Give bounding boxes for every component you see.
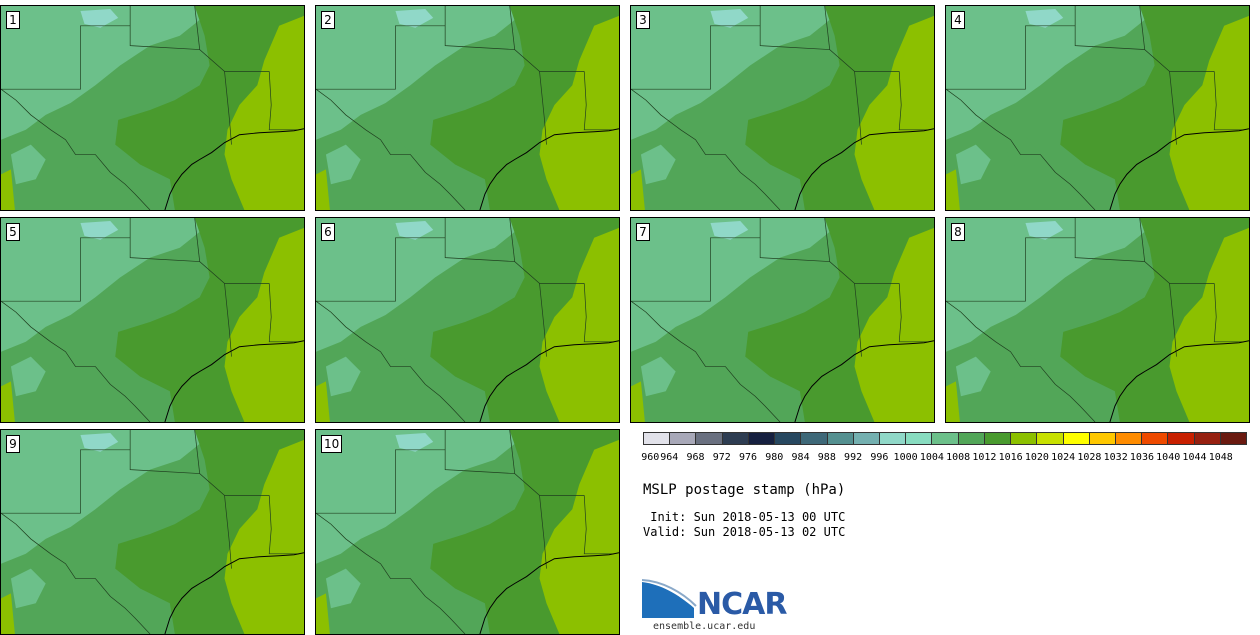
ncar-logo-icon: [642, 579, 697, 618]
legend-swatch: [644, 433, 671, 444]
member-label: 9: [6, 435, 20, 453]
legend-tick-label: 1020: [1024, 452, 1049, 463]
legend-tick-label: 976: [739, 452, 758, 463]
legend-swatch: [1115, 433, 1143, 444]
member-label: 4: [951, 11, 965, 29]
legend-swatch: [1011, 433, 1038, 444]
plot-title: MSLP postage stamp (hPa): [643, 482, 846, 498]
legend-tick-label: 980: [765, 452, 784, 463]
legend-tick-label: 984: [791, 452, 810, 463]
valid-time: Valid: Sun 2018-05-13 02 UTC: [643, 525, 846, 539]
legend-tick-label: 992: [844, 452, 863, 463]
ensemble-member-map-6: 6: [315, 217, 620, 423]
legend-tick-label: 1024: [1051, 452, 1076, 463]
legend-swatch: [748, 433, 776, 444]
legend-tick-label: 1028: [1077, 452, 1102, 463]
legend-tick-label: 1044: [1182, 452, 1207, 463]
member-label: 6: [321, 223, 335, 241]
legend-tick-label: 960: [641, 452, 660, 463]
ensemble-member-map-10: 10: [315, 429, 620, 635]
legend-tick-label: 1004: [919, 452, 944, 463]
legend-tick-label: 1000: [893, 452, 918, 463]
member-label: 10: [321, 435, 343, 453]
logo-url: ensemble.ucar.edu: [653, 621, 756, 632]
legend-tick-label: 1008: [946, 452, 971, 463]
legend-tick-label: 1012: [972, 452, 997, 463]
legend-swatch: [1037, 433, 1064, 444]
ensemble-member-map-7: 7: [630, 217, 935, 423]
legend-swatch: [932, 433, 959, 444]
member-label: 8: [951, 223, 965, 241]
ensemble-member-map-1: 1: [0, 5, 305, 211]
ncar-logo-text: NCAR: [697, 587, 787, 622]
legend-tick-label: 996: [870, 452, 889, 463]
legend-swatch: [696, 433, 723, 444]
legend-swatch: [1142, 433, 1169, 444]
legend-swatch: [879, 433, 907, 444]
ensemble-member-map-9: 9: [0, 429, 305, 635]
legend-swatch: [958, 433, 985, 444]
legend-swatch: [775, 433, 802, 444]
legend-swatch: [1220, 433, 1247, 444]
legend-swatch: [906, 433, 933, 444]
legend-tick-label: 1040: [1156, 452, 1181, 463]
member-label: 1: [6, 11, 20, 29]
legend-swatch: [1194, 433, 1221, 444]
legend-tick-label: 972: [712, 452, 731, 463]
legend-swatch: [984, 433, 1012, 444]
ensemble-member-map-4: 4: [945, 5, 1250, 211]
legend-swatch: [801, 433, 828, 444]
legend-tick-label: 964: [660, 452, 679, 463]
color-legend-bar: [643, 432, 1247, 445]
ensemble-member-map-2: 2: [315, 5, 620, 211]
legend-tick-label: 1016: [998, 452, 1023, 463]
legend-swatch: [853, 433, 880, 444]
legend-swatch: [670, 433, 697, 444]
legend-tick-label: 988: [817, 452, 836, 463]
legend-tick-label: 1048: [1208, 452, 1233, 463]
ensemble-member-map-5: 5: [0, 217, 305, 423]
legend-swatch: [827, 433, 854, 444]
legend-tick-label: 1032: [1103, 452, 1128, 463]
init-time: Init: Sun 2018-05-13 00 UTC: [643, 510, 846, 524]
color-legend-ticks: 960 964 968 972 976 980 984 988 992 996 1000 1004 10…: [641, 452, 1247, 466]
member-label: 3: [636, 11, 650, 29]
member-label: 7: [636, 223, 650, 241]
ensemble-member-map-8: 8: [945, 217, 1250, 423]
legend-tick-label: 968: [686, 452, 705, 463]
legend-swatch: [1089, 433, 1116, 444]
member-label: 2: [321, 11, 335, 29]
legend-swatch: [1063, 433, 1090, 444]
ensemble-member-map-3: 3: [630, 5, 935, 211]
legend-tick-label: 1036: [1129, 452, 1154, 463]
legend-swatch: [1168, 433, 1195, 444]
legend-swatch: [722, 433, 749, 444]
member-label: 5: [6, 223, 20, 241]
